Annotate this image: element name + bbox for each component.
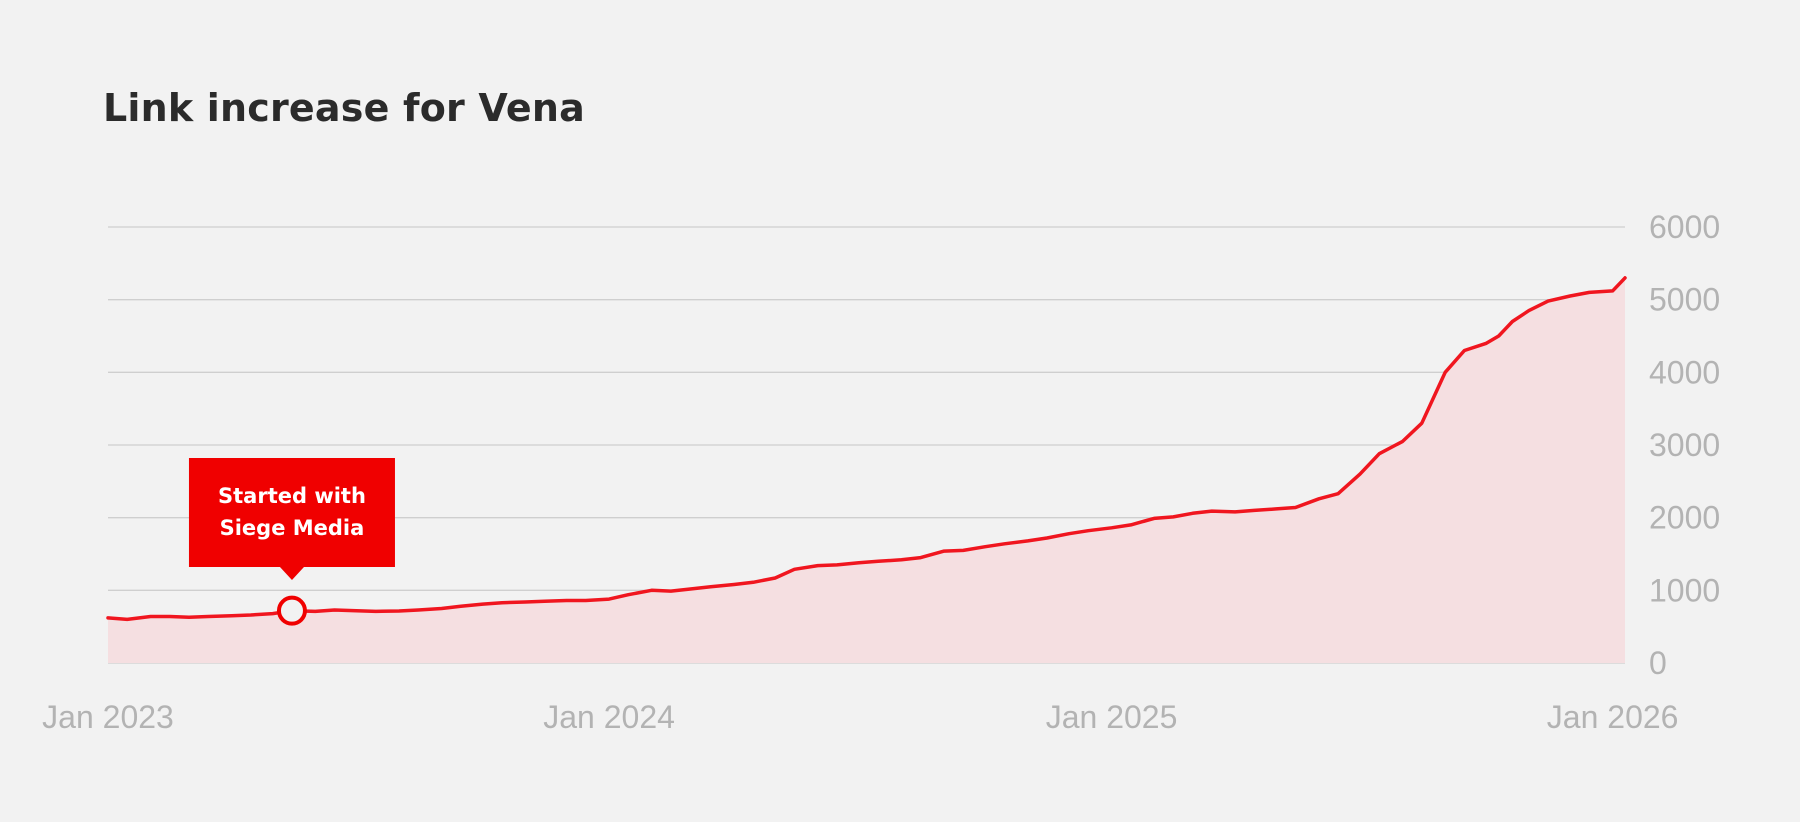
x-tick-label: Jan 2023 (42, 699, 174, 735)
annotation-marker (276, 595, 307, 626)
annotation-box (188, 458, 395, 567)
y-tick-label: 6000 (1649, 209, 1720, 245)
y-tick-label: 3000 (1649, 427, 1720, 463)
y-tick-label: 4000 (1649, 354, 1720, 390)
annotation-pointer (279, 567, 304, 580)
annotation-label: Siege Media (220, 516, 365, 540)
x-tick-label: Jan 2025 (1046, 699, 1178, 735)
x-tick-label: Jan 2026 (1547, 699, 1679, 735)
x-tick-label: Jan 2024 (543, 699, 675, 735)
y-tick-label: 1000 (1649, 572, 1720, 608)
y-tick-label: 2000 (1649, 500, 1720, 536)
y-tick-label: 0 (1649, 645, 1667, 681)
annotation-label: Started with (218, 484, 366, 508)
y-tick-label: 5000 (1649, 282, 1720, 318)
series-line (106, 276, 1627, 622)
chart-title: Link increase for Vena (103, 86, 585, 130)
series-area (108, 277, 1625, 663)
